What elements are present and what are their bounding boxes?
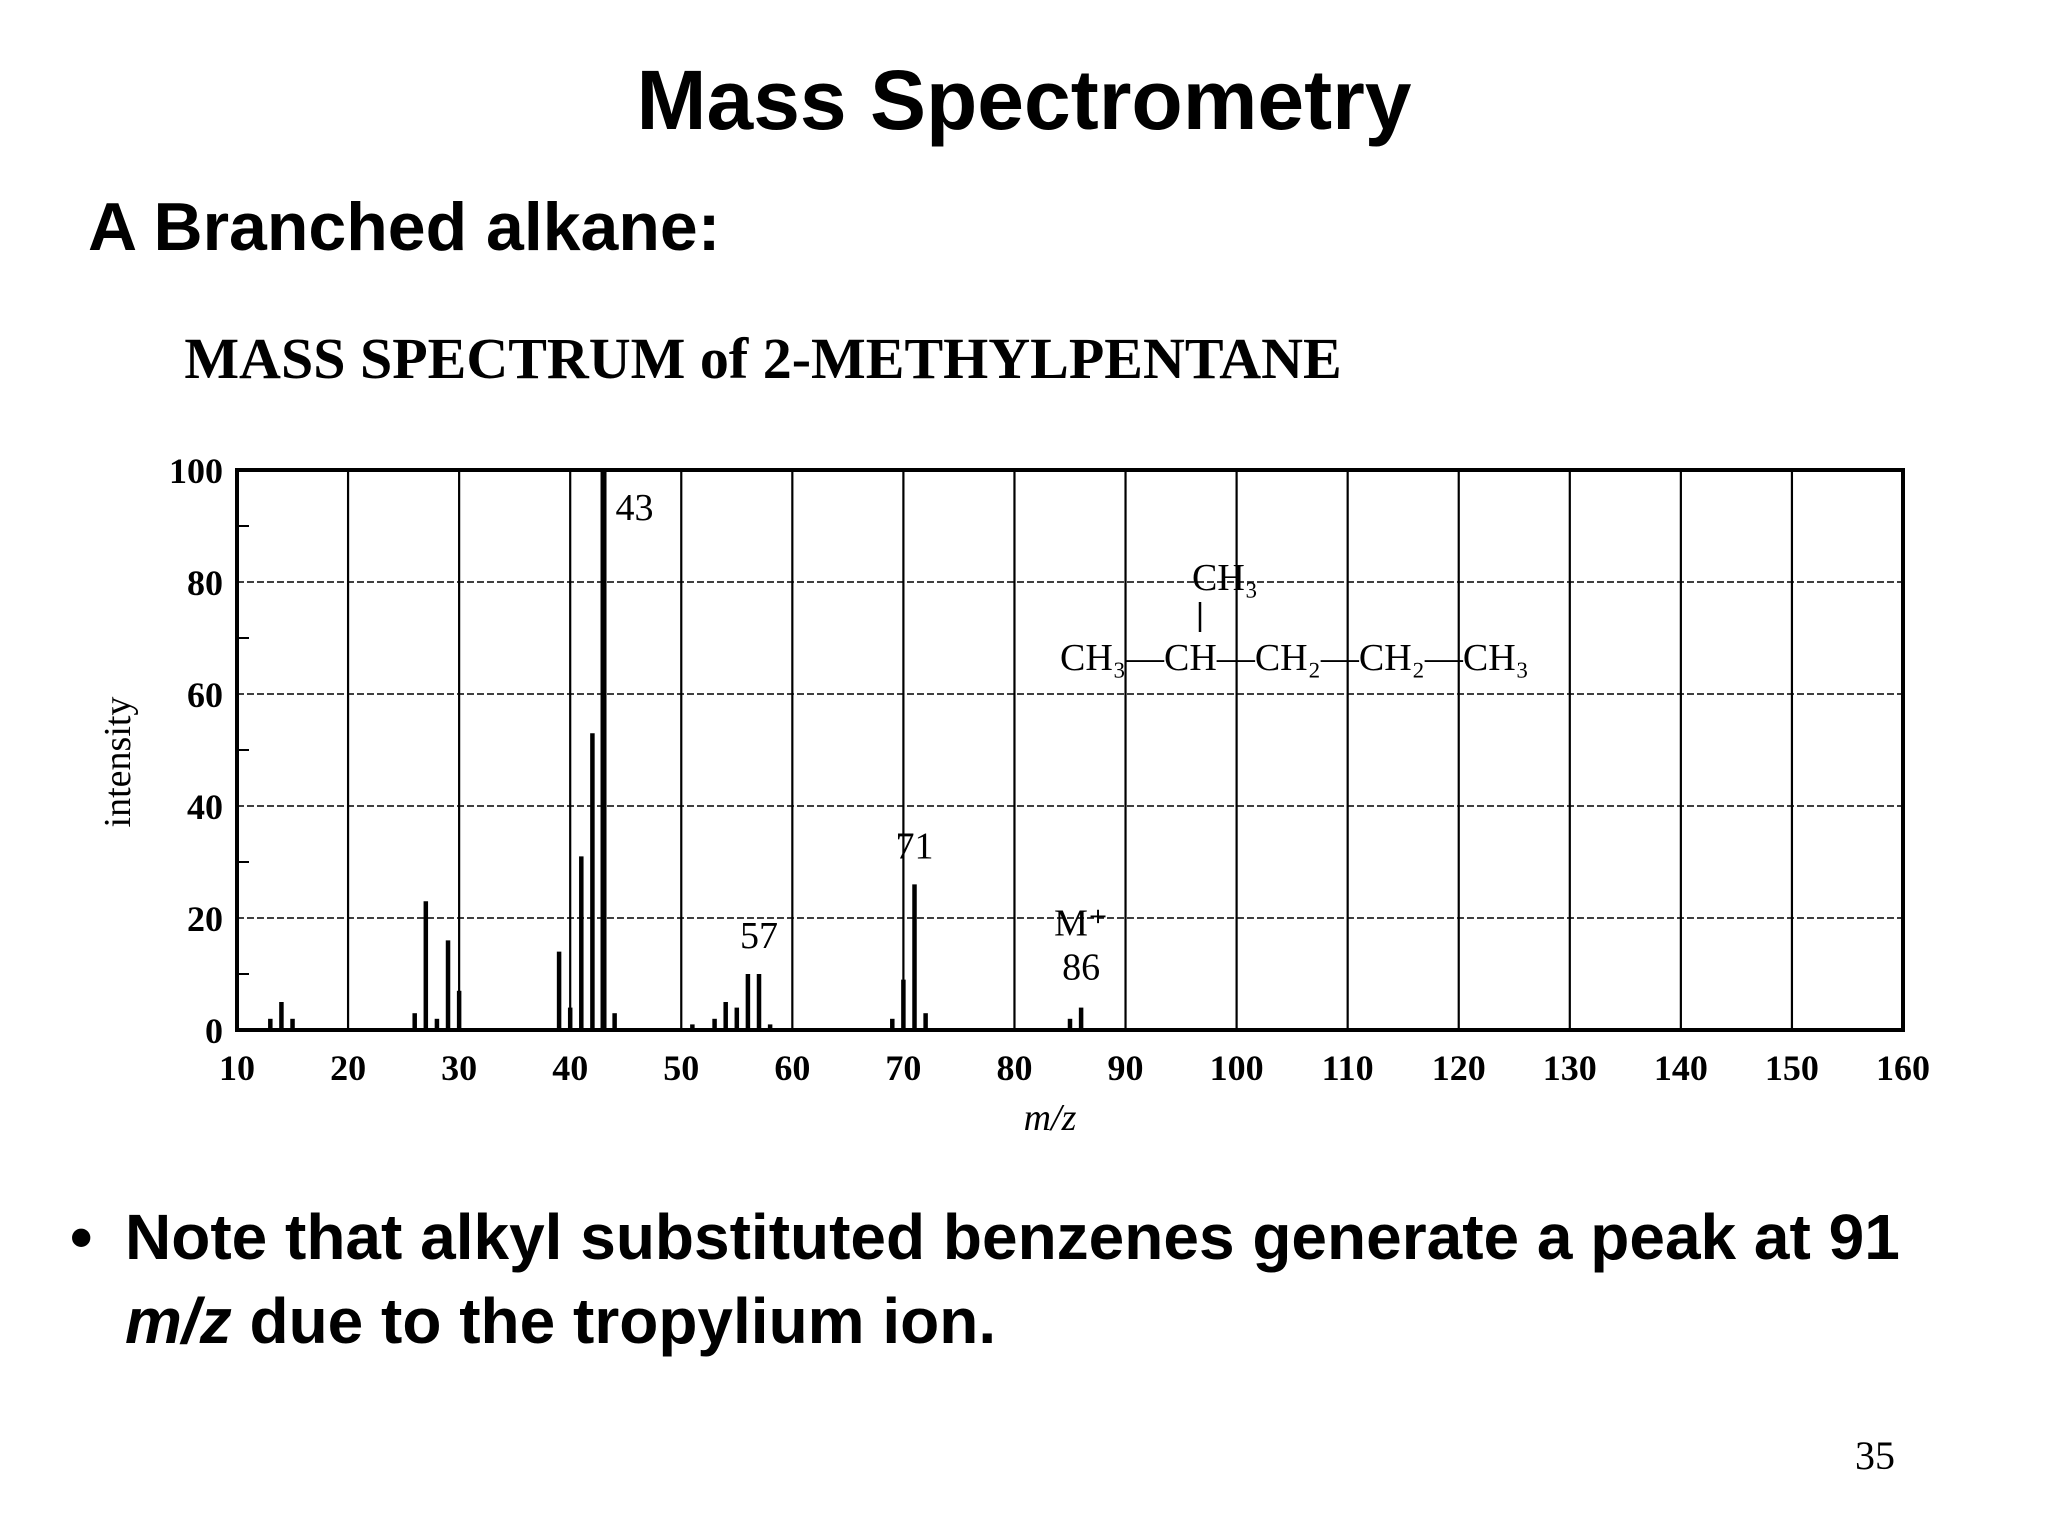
peak-label: 71 [896, 825, 934, 867]
bullet-text: Note that alkyl substituted benzenes gen… [125, 1195, 2005, 1363]
peak-label: 43 [616, 487, 654, 529]
x-tick-label: 120 [1432, 1048, 1486, 1088]
y-axis-label: intensity [97, 697, 139, 828]
slide-title: Mass Spectrometry [636, 53, 1412, 147]
page-number: 35 [1855, 1433, 1895, 1478]
y-tick-label: 40 [187, 787, 223, 827]
x-tick-label: 100 [1210, 1048, 1264, 1088]
grid [237, 470, 1903, 1030]
y-tick-label: 80 [187, 563, 223, 603]
x-tick-label: 40 [552, 1048, 588, 1088]
peak-annotations: 43 57 71 M⁺86 [616, 487, 1109, 989]
structure-branch: CH₃ [1192, 557, 1258, 599]
x-tick-label: 110 [1322, 1048, 1374, 1088]
x-tick-label: 20 [330, 1048, 366, 1088]
y-tick-label: 100 [169, 451, 223, 491]
bullet-text-part1: Note that alkyl substituted benzenes gen… [125, 1201, 1900, 1273]
peak-label-mplus: M⁺ [1054, 903, 1108, 945]
x-tick-label: 90 [1108, 1048, 1144, 1088]
x-tick-label: 10 [219, 1048, 255, 1088]
x-tick-label: 50 [663, 1048, 699, 1088]
y-tick-label: 60 [187, 675, 223, 715]
structure-chain: CH₃—CH—CH₂—CH₂—CH₃ [1060, 637, 1529, 679]
x-tick-label: 140 [1654, 1048, 1708, 1088]
y-tick-label: 0 [205, 1011, 223, 1051]
x-tick-label: 130 [1543, 1048, 1597, 1088]
x-tick-label: 30 [441, 1048, 477, 1088]
tick-labels: 10 20 30 40 50 60 70 80 90 100 110 120 130 140 150 160 0… [169, 451, 1930, 1088]
bullet-text-mz: m/z [125, 1285, 232, 1357]
plot-frame [235, 468, 1905, 1032]
bullet-dot: • [70, 1201, 93, 1273]
chart-title: MASS SPECTRUM of 2-METHYLPENTANE [184, 326, 1341, 391]
x-axis-label: m/z [1024, 1097, 1077, 1139]
mass-spectrum-chart: MASS SPECTRUM of 2-METHYLPENTANE 10 20 30 4… [97, 326, 1930, 1139]
x-tick-label: 60 [774, 1048, 810, 1088]
y-tick-label: 20 [187, 899, 223, 939]
peak-label: 86 [1062, 947, 1100, 989]
x-tick-label: 160 [1876, 1048, 1930, 1088]
x-tick-label: 70 [885, 1048, 921, 1088]
bullet-text-part2: due to the tropylium ion. [231, 1285, 997, 1357]
slide-subtitle: A Branched alkane: [88, 189, 721, 265]
bars [268, 470, 1084, 1030]
x-tick-label: 150 [1765, 1048, 1819, 1088]
peak-label: 57 [740, 915, 778, 957]
structure-formula: CH₃ CH₃—CH—CH₂—CH₂—CH₃ [1060, 557, 1529, 679]
x-tick-label: 80 [996, 1048, 1032, 1088]
